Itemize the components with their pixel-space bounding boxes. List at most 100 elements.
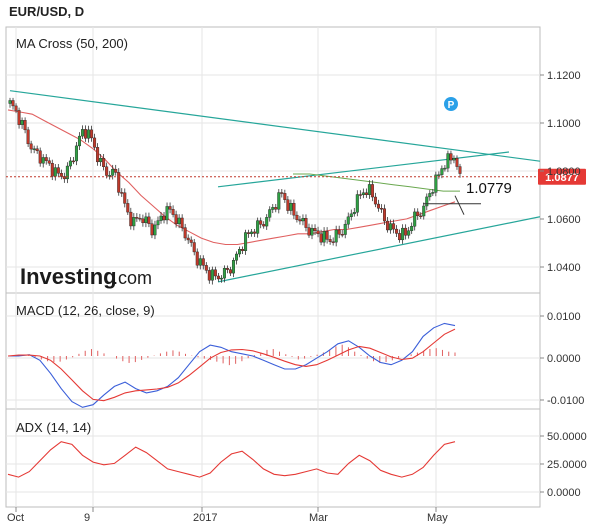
candle-body <box>71 160 75 163</box>
candle-body <box>298 219 302 222</box>
candle-body <box>87 129 91 139</box>
candle-body <box>416 211 420 217</box>
x-tick-label: May <box>427 512 448 524</box>
grid <box>6 27 540 507</box>
candle-body <box>144 216 148 224</box>
candle-body <box>271 207 275 210</box>
candle-body <box>313 228 317 231</box>
candle-body <box>268 209 272 218</box>
trendline <box>9 90 540 162</box>
candle-body <box>135 217 139 219</box>
y-tick-label-macd: -0.0100 <box>547 395 584 407</box>
trendline <box>217 216 540 283</box>
candle-body <box>235 253 239 261</box>
y-tick-label-main: 1.1200 <box>547 70 581 82</box>
candle-body <box>17 110 21 125</box>
candle-body <box>77 135 81 147</box>
candle-body <box>398 233 402 241</box>
candle-body <box>147 216 151 224</box>
indicator-title-ma-cross: MA Cross (50, 200) <box>16 36 128 51</box>
macd-signal-line <box>7 328 456 402</box>
pivot-marker[interactable] <box>444 97 458 111</box>
candle-body <box>283 193 287 200</box>
candle-body <box>340 234 344 236</box>
candle-body <box>99 158 103 163</box>
candle-body <box>367 184 371 195</box>
candle-body <box>379 208 383 210</box>
candle-body <box>141 218 145 224</box>
pivot-marker-label: P <box>448 100 455 111</box>
candle-body <box>250 231 254 234</box>
ma50-line <box>7 109 456 246</box>
current-price-label: 1.0877 <box>545 172 579 184</box>
candle-body <box>162 215 166 221</box>
candle-body <box>56 167 60 174</box>
candle-body <box>452 157 456 161</box>
candle-body <box>29 143 33 150</box>
candle-body <box>59 173 63 177</box>
adx-panel <box>7 441 456 478</box>
y-tick-label-main: 1.0600 <box>547 214 581 226</box>
logo-suffix: .com <box>113 268 152 288</box>
candle-body <box>138 217 142 220</box>
candle-body <box>253 231 257 234</box>
candle-body <box>35 148 39 152</box>
candle-body <box>238 249 242 255</box>
candle-body <box>189 239 193 243</box>
candle-body <box>114 168 118 173</box>
investing-logo: Investing .com <box>20 264 152 289</box>
candle-body <box>247 232 251 234</box>
candle-body <box>192 242 196 253</box>
price-panel <box>6 90 540 285</box>
candle-body <box>41 157 45 164</box>
candle-body <box>301 218 305 222</box>
candle-body <box>225 268 229 270</box>
candle-body <box>213 269 217 277</box>
y-tick-label-adx: 0.0000 <box>547 487 581 499</box>
candle-body <box>20 120 24 125</box>
candle-body <box>177 217 181 225</box>
candle-body <box>180 217 184 228</box>
candle-body <box>425 196 429 207</box>
symbol-title: EUR/USD, D <box>9 4 84 19</box>
candle-body <box>349 213 353 218</box>
macd-histogram <box>9 344 456 366</box>
candle-body <box>111 168 115 176</box>
candle-body <box>219 277 223 280</box>
candle-body <box>437 174 441 176</box>
candle-body <box>165 206 169 221</box>
candle-body <box>431 192 435 194</box>
candle-body <box>38 150 42 164</box>
candle-body <box>126 203 130 213</box>
candle-body <box>407 230 411 236</box>
candle-body <box>204 265 208 271</box>
candle-body <box>334 229 338 243</box>
ma200-line <box>293 173 460 192</box>
candle-body <box>105 166 109 176</box>
candle-body <box>186 237 190 241</box>
y-tick-label-main: 1.1000 <box>547 118 581 130</box>
candle-body <box>50 162 54 177</box>
y-tick-label-main: 1.0400 <box>547 262 581 274</box>
candle-body <box>316 230 320 235</box>
candle-body <box>389 223 393 231</box>
candle-body <box>307 227 311 236</box>
candle-body <box>228 269 232 274</box>
candle-body <box>201 258 205 266</box>
candle-body <box>295 214 299 220</box>
candle-body <box>244 232 248 251</box>
x-tick-label: Mar <box>309 512 328 524</box>
candle-body <box>171 209 175 215</box>
candle-body <box>410 226 414 231</box>
candle-body <box>174 214 178 225</box>
candle-body <box>319 233 323 243</box>
candle-body <box>346 216 350 225</box>
candle-body <box>150 223 154 236</box>
candle-body <box>159 215 163 221</box>
candle-body <box>386 220 390 231</box>
candle-body <box>443 167 447 170</box>
candle-body <box>331 241 335 243</box>
candle-body <box>401 227 405 241</box>
candle-body <box>183 227 187 239</box>
